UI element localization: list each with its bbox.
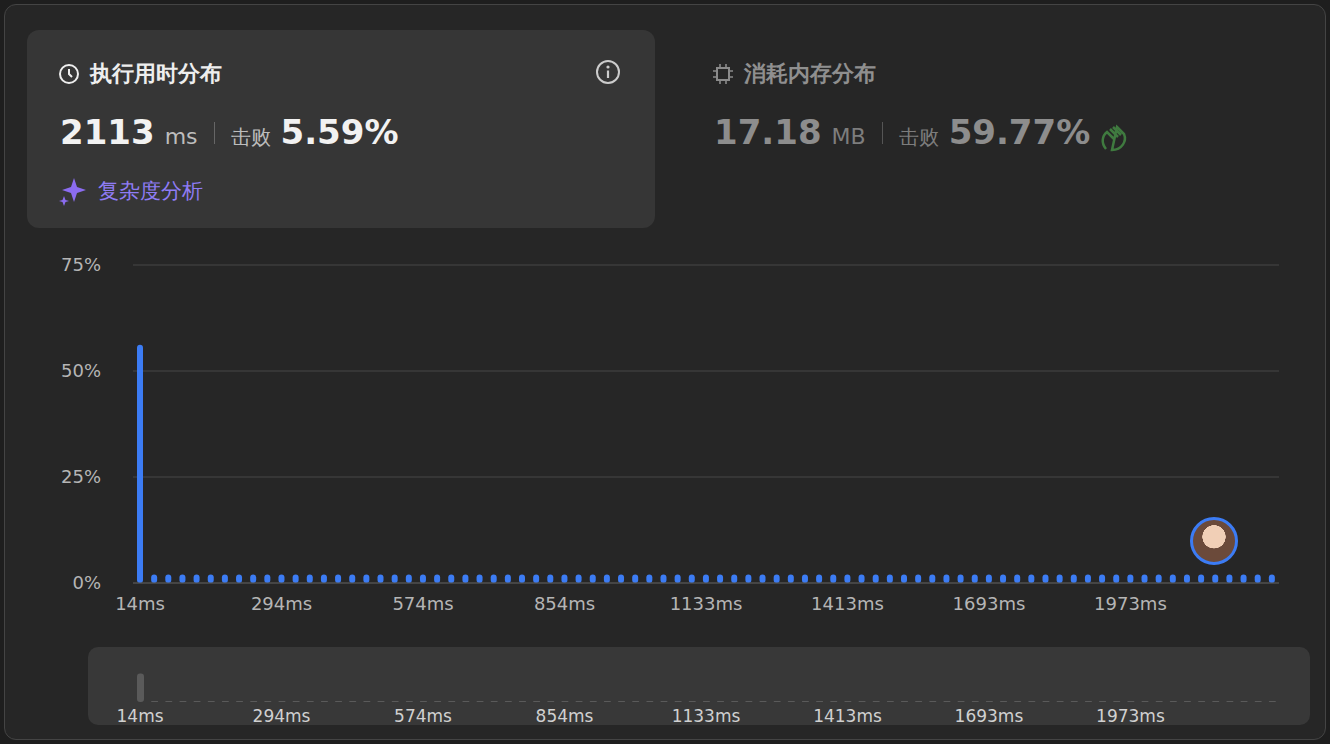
svg-text:1133ms: 1133ms: [672, 706, 741, 726]
svg-text:1693ms: 1693ms: [953, 593, 1026, 614]
html-text:执行用时分布: 执行用时分布: [90, 61, 222, 86]
html-text:17.18 MB: 17.18 MB: [714, 112, 866, 152]
svg-text:14ms: 14ms: [115, 593, 165, 614]
html-text:击败 5.59%: 击败 5.59%: [230, 112, 399, 152]
svg-text:1413ms: 1413ms: [811, 593, 884, 614]
svg-text:1413ms: 1413ms: [813, 706, 882, 726]
svg-text:0%: 0%: [72, 572, 101, 593]
svg-text:854ms: 854ms: [536, 706, 594, 726]
svg-text:75%: 75%: [61, 254, 101, 275]
svg-text:1973ms: 1973ms: [1096, 706, 1165, 726]
svg-text:854ms: 854ms: [534, 593, 595, 614]
svg-text:574ms: 574ms: [394, 706, 452, 726]
html-text:消耗内存分布: 消耗内存分布: [744, 61, 876, 86]
svg-text:574ms: 574ms: [392, 593, 453, 614]
svg-text:14ms: 14ms: [117, 706, 164, 726]
svg-text:294ms: 294ms: [253, 706, 311, 726]
html-text:2113 ms: 2113 ms: [60, 112, 198, 152]
svg-text:50%: 50%: [61, 360, 101, 381]
svg-text:1693ms: 1693ms: [955, 706, 1024, 726]
svg-text:25%: 25%: [61, 466, 101, 487]
svg-text:1973ms: 1973ms: [1094, 593, 1167, 614]
html-text:复杂度分析: 复杂度分析: [98, 179, 203, 203]
svg-text:1133ms: 1133ms: [670, 593, 743, 614]
svg-text:294ms: 294ms: [251, 593, 312, 614]
html-text:击败 59.77%: 击败 59.77%: [898, 112, 1091, 152]
